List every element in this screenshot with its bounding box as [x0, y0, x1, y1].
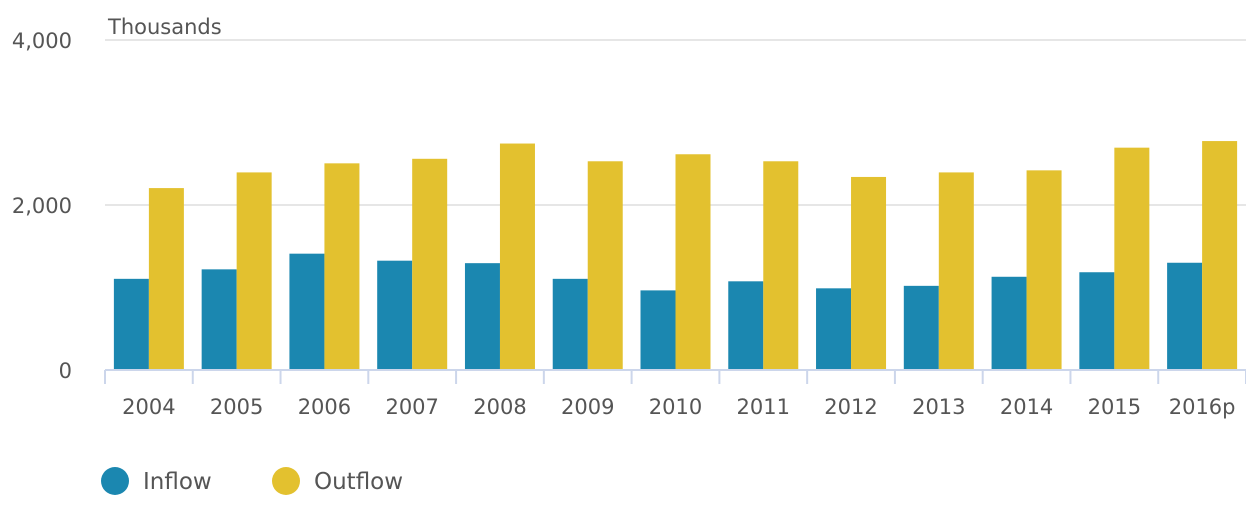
bar-outflow-2015[interactable] [1114, 147, 1150, 370]
x-tick-label: 2010 [649, 395, 702, 419]
x-axis: 2004 2005 2006 2007 2008 2009 2010 2011 2012 2013… [104, 369, 1246, 419]
bar-inflow-2004[interactable] [113, 278, 149, 370]
bar-inflow-2013[interactable] [903, 285, 939, 370]
bar-outflow-2013[interactable] [938, 172, 974, 370]
bar-outflow-2010[interactable] [675, 154, 711, 370]
bar-inflow-2016p[interactable] [1167, 262, 1203, 370]
bar-outflow-2004[interactable] [148, 188, 184, 370]
bar-inflow-2012[interactable] [816, 288, 852, 370]
legend-marker [101, 467, 129, 495]
bar-inflow-2011[interactable] [728, 281, 764, 370]
legend-label: Outflow [314, 469, 403, 495]
legend-marker [272, 467, 300, 495]
x-tick-label: 2007 [385, 395, 438, 419]
x-tick-label: 2006 [298, 395, 351, 419]
bar-outflow-2007[interactable] [412, 158, 448, 370]
bar-inflow-2015[interactable] [1079, 272, 1115, 370]
x-tick-label: 2012 [824, 395, 877, 419]
x-tick-label: 2013 [912, 395, 965, 419]
bar-outflow-2016p[interactable] [1202, 141, 1238, 370]
bar-outflow-2011[interactable] [763, 161, 799, 370]
y-tick-label: 0 [59, 359, 72, 383]
bar-outflow-2012[interactable] [851, 176, 887, 370]
legend[interactable]: Inflow Outflow [101, 467, 403, 495]
bar-inflow-2010[interactable] [640, 290, 676, 370]
legend-item-inflow[interactable]: Inflow [101, 467, 212, 495]
y-tick-label: 2,000 [12, 194, 72, 218]
bar-outflow-2006[interactable] [324, 163, 360, 370]
bar-outflow-2014[interactable] [1026, 170, 1062, 370]
x-tick-label: 2011 [737, 395, 790, 419]
x-tick-label: 2016p [1169, 395, 1236, 419]
x-tick-label: 2004 [122, 395, 175, 419]
bars [113, 141, 1238, 370]
bar-inflow-2009[interactable] [552, 278, 588, 370]
bar-inflow-2014[interactable] [991, 276, 1027, 370]
x-tick-label: 2008 [473, 395, 526, 419]
x-tick-label: 2014 [1000, 395, 1053, 419]
bar-inflow-2008[interactable] [464, 263, 500, 370]
bar-inflow-2006[interactable] [289, 253, 325, 370]
legend-label: Inflow [143, 469, 212, 495]
bar-inflow-2007[interactable] [377, 260, 413, 370]
x-tick-label: 2009 [561, 395, 614, 419]
legend-item-outflow[interactable]: Outflow [272, 467, 403, 495]
bar-outflow-2009[interactable] [587, 161, 623, 370]
bar-inflow-2005[interactable] [201, 269, 237, 370]
x-tick-label: 2005 [210, 395, 263, 419]
y-axis-unit-label: Thousands [107, 15, 222, 39]
x-tick-label: 2015 [1088, 395, 1141, 419]
bar-outflow-2005[interactable] [236, 172, 272, 370]
bar-outflow-2008[interactable] [499, 143, 535, 370]
y-tick-label: 4,000 [12, 29, 72, 53]
y-axis-ticks: 0 2,000 4,000 [12, 29, 72, 383]
